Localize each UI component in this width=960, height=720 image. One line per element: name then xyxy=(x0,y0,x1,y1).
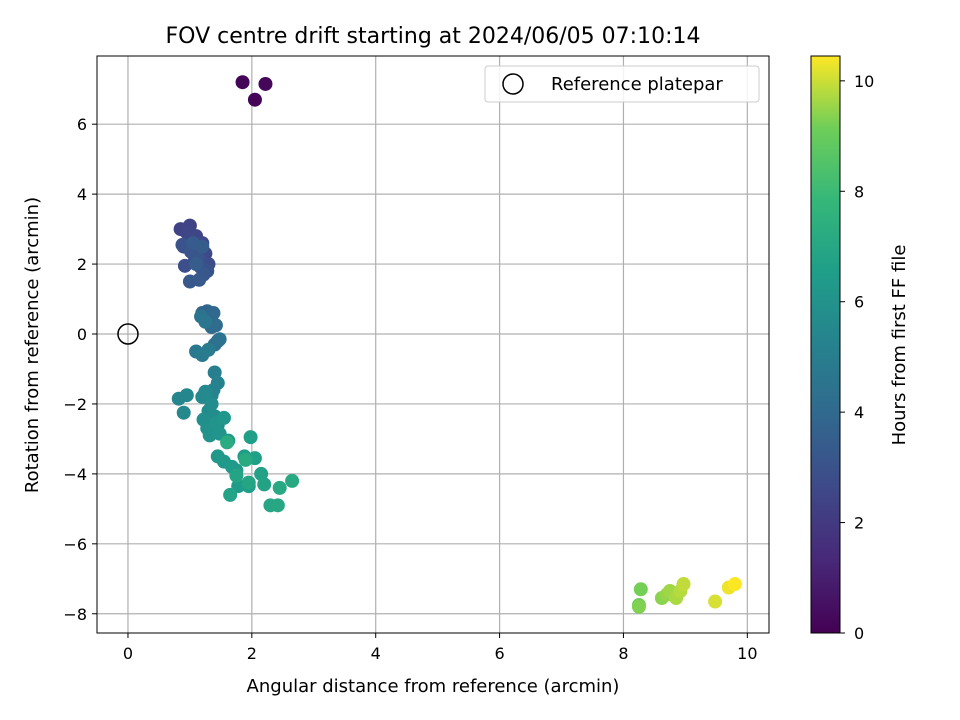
x-tick-label: 4 xyxy=(371,644,381,663)
colorbar-tick-label: 0 xyxy=(854,624,864,643)
x-tick-label: 6 xyxy=(494,644,504,663)
data-point xyxy=(192,272,207,287)
x-tick-label: 0 xyxy=(123,644,133,663)
x-tick-label: 2 xyxy=(247,644,257,663)
data-point xyxy=(270,498,285,513)
data-point xyxy=(220,435,235,450)
x-tick-label: 8 xyxy=(618,644,628,663)
legend-label: Reference platepar xyxy=(551,74,723,95)
data-point xyxy=(229,468,244,483)
data-point xyxy=(247,92,262,107)
y-tick-label: 6 xyxy=(77,115,87,134)
data-point xyxy=(272,480,287,495)
data-point xyxy=(223,487,238,502)
y-tick-label: −8 xyxy=(63,605,87,624)
data-point xyxy=(212,332,227,347)
data-point xyxy=(708,594,723,609)
legend-box xyxy=(484,65,760,103)
x-axis-ticks: 0 2 4 6 8 10 xyxy=(123,633,758,663)
colorbar-tick-label: 4 xyxy=(854,403,864,422)
y-tick-label: 4 xyxy=(77,185,87,204)
data-point xyxy=(195,239,210,254)
data-point xyxy=(258,76,273,91)
data-point xyxy=(216,410,231,425)
x-axis-label: Angular distance from reference (arcmin) xyxy=(247,676,620,697)
data-point xyxy=(207,365,222,380)
colorbar xyxy=(810,55,841,634)
colorbar-tick-label: 2 xyxy=(854,514,864,533)
scatter-points xyxy=(171,75,742,614)
colorbar-ticks: 0 2 4 6 8 10 xyxy=(840,72,874,643)
y-tick-label: −6 xyxy=(63,535,87,554)
data-point xyxy=(198,314,213,329)
reference-platepar-marker xyxy=(117,323,139,345)
data-point xyxy=(727,577,742,592)
data-point xyxy=(198,384,213,399)
y-axis-ticks: −8 −6 −4 −2 0 2 4 6 xyxy=(63,115,97,624)
data-point xyxy=(204,396,219,411)
y-tick-label: −4 xyxy=(63,465,87,484)
y-tick-label: −2 xyxy=(63,395,87,414)
data-point xyxy=(676,577,691,592)
y-tick-label: 2 xyxy=(77,255,87,274)
legend-marker-icon xyxy=(502,73,524,95)
colorbar-tick-label: 10 xyxy=(854,72,874,91)
colorbar-tick-label: 6 xyxy=(854,293,864,312)
data-point xyxy=(238,452,253,467)
data-point xyxy=(201,342,216,357)
chart-title: FOV centre drift starting at 2024/06/05 … xyxy=(166,24,701,49)
data-point xyxy=(208,318,223,333)
legend: Reference platepar xyxy=(484,65,760,103)
data-point xyxy=(241,475,256,490)
grid xyxy=(97,56,769,633)
data-point xyxy=(257,477,272,492)
data-point xyxy=(179,388,194,403)
y-tick-label: 0 xyxy=(77,325,87,344)
data-point xyxy=(631,599,646,614)
colorbar-tick-label: 8 xyxy=(854,182,864,201)
x-tick-label: 10 xyxy=(737,644,757,663)
data-point xyxy=(189,257,204,272)
data-point xyxy=(254,466,269,481)
data-point xyxy=(633,582,648,597)
plot-frame xyxy=(96,55,770,634)
data-point xyxy=(243,430,258,445)
data-point xyxy=(235,75,250,90)
data-point xyxy=(176,405,191,420)
colorbar-label: Hours from first FF file xyxy=(889,245,910,446)
data-point xyxy=(285,473,300,488)
y-axis-label: Rotation from reference (arcmin) xyxy=(22,197,43,493)
